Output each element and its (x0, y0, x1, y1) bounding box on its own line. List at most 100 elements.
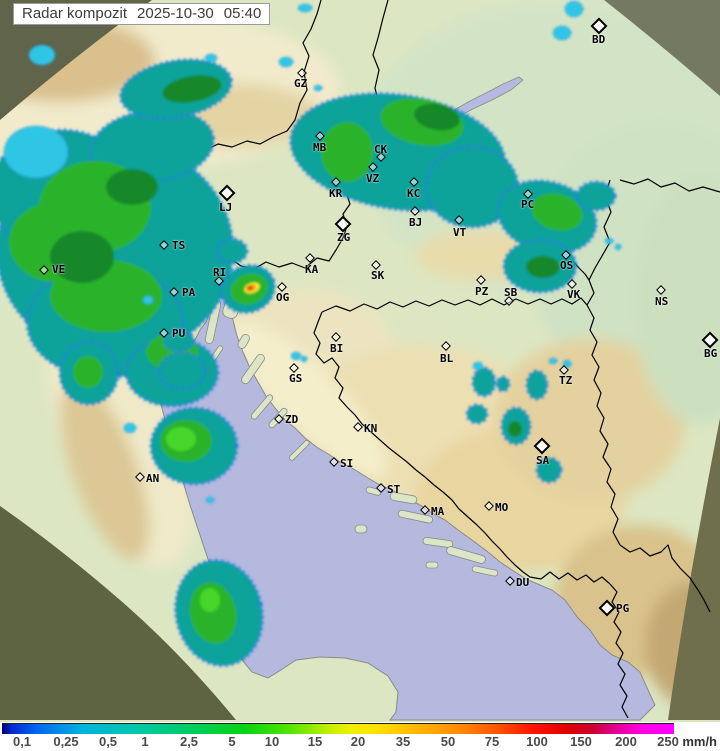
city-label-st: ST (387, 483, 401, 496)
precip-cell (123, 422, 137, 434)
city-label-og: OG (276, 291, 290, 304)
precip-cell (614, 243, 622, 251)
city-label-bd: BD (592, 33, 606, 46)
precip-cell (508, 421, 522, 437)
precip-cell (142, 295, 154, 305)
colorbar-tick: 150 (570, 734, 592, 749)
colorbar-tick: 0,5 (98, 734, 118, 749)
city-marker-icon (159, 240, 169, 250)
colorbar-tick: 5 (228, 734, 236, 749)
city-label-lj: LJ (219, 201, 233, 214)
city-marker-icon (159, 328, 169, 338)
city-label-ts: TS (172, 239, 186, 252)
precip-cell (106, 169, 158, 205)
city-label-ri: RI (213, 266, 227, 279)
city-label-sb: SB (504, 286, 518, 299)
city-marker-icon (409, 177, 419, 187)
colorbar-tick: 1 (141, 734, 149, 749)
unit-label: mm/h (682, 734, 717, 749)
city-label-sk: SK (371, 269, 385, 282)
precip-cell (495, 375, 511, 393)
city-marker-icon (315, 131, 325, 141)
precip-cell (162, 75, 222, 103)
city-layer: GZ BD MB CK VZ KR KC LJ PC BJ VT ZG TS KA SK OS RI VE PZ SB… (39, 17, 719, 617)
colorbar-tick: 250 (657, 734, 679, 749)
precip-cell (157, 351, 207, 391)
date-label: 2025-10-30 (137, 5, 214, 22)
precip-cell (28, 44, 56, 66)
city-marker-icon (331, 332, 341, 342)
city-marker-icon (656, 285, 666, 295)
city-label-gs: GS (289, 372, 303, 385)
city-label-ve: VE (52, 263, 66, 276)
precip-cell (525, 369, 549, 401)
city-marker-icon (598, 599, 616, 617)
city-marker-icon (334, 215, 352, 233)
city-marker-icon (169, 287, 179, 297)
precip-cell (414, 103, 460, 131)
city-marker-icon (39, 265, 49, 275)
city-marker-icon (331, 177, 341, 187)
city-label-du: DU (516, 576, 530, 589)
city-marker-icon (410, 206, 420, 216)
city-label-pa: PA (182, 286, 196, 299)
city-label-zg: ZG (337, 231, 351, 244)
city-marker-icon (135, 472, 145, 482)
city-marker-icon (590, 17, 608, 35)
precip-cell (73, 356, 103, 388)
city-label-pc: PC (521, 198, 535, 211)
colorbar-tick: 10 (264, 734, 280, 749)
city-label-pg: PG (616, 602, 630, 615)
precip-cell (3, 125, 69, 179)
precip-cell (531, 193, 583, 231)
city-marker-icon (368, 162, 378, 172)
city-label-bg: BG (704, 347, 718, 360)
precip-cell (471, 366, 497, 398)
city-marker-icon (218, 184, 236, 202)
precip-cell (313, 84, 323, 92)
colorbar-ticks: 0,1 0,25 0,5 1 2,5 5 10 15 20 35 50 75 100 150 200 250 (0, 733, 720, 751)
precip-cell (50, 231, 114, 283)
city-marker-icon (441, 341, 451, 351)
precip-cell (162, 329, 196, 353)
city-label-ns: NS (655, 295, 669, 308)
precip-cell (564, 0, 584, 18)
precip-cell (604, 237, 614, 245)
precip-cell (548, 357, 558, 365)
city-marker-icon (274, 414, 284, 424)
radar-map: GZ BD MB CK VZ KR KC LJ PC BJ VT ZG TS KA SK OS RI VE PZ SB… (0, 0, 720, 722)
city-label-bj: BJ (409, 216, 423, 229)
city-label-tz: TZ (559, 374, 573, 387)
city-marker-icon (476, 275, 486, 285)
city-marker-icon (329, 457, 339, 467)
precip-cell (575, 180, 617, 212)
colorbar-tick: 35 (395, 734, 411, 749)
colorbar-tick: 100 (526, 734, 548, 749)
city-marker-icon (305, 253, 315, 263)
city-label-pu: PU (172, 327, 186, 340)
colorbar-tick: 0,1 (12, 734, 32, 749)
precip-cell (166, 427, 196, 451)
precip-cell (535, 456, 563, 484)
precip-cell (297, 3, 313, 13)
precip-colorbar (2, 723, 674, 734)
city-label-kr: KR (329, 187, 343, 200)
city-label-ck: CK (374, 143, 388, 156)
precip-cell (205, 496, 215, 504)
precip-cell (465, 403, 489, 425)
city-label-zd: ZD (285, 413, 299, 426)
time-label: 05:40 (223, 5, 262, 22)
city-label-os: OS (560, 259, 574, 272)
city-marker-icon (701, 331, 719, 349)
city-label-gz: GZ (294, 77, 308, 90)
city-marker-icon (420, 505, 430, 515)
colorbar-tick: 75 (484, 734, 500, 749)
colorbar-tick: 200 (615, 734, 637, 749)
city-label-an: AN (146, 472, 160, 485)
colorbar-tick: 2,5 (179, 734, 199, 749)
precip-cell (300, 355, 308, 363)
legend-bar: 0,1 0,25 0,5 1 2,5 5 10 15 20 35 50 75 100 150 200 250 … (0, 722, 720, 751)
city-marker-icon (353, 422, 363, 432)
city-marker-icon (505, 576, 515, 586)
city-label-si: SI (340, 457, 354, 470)
